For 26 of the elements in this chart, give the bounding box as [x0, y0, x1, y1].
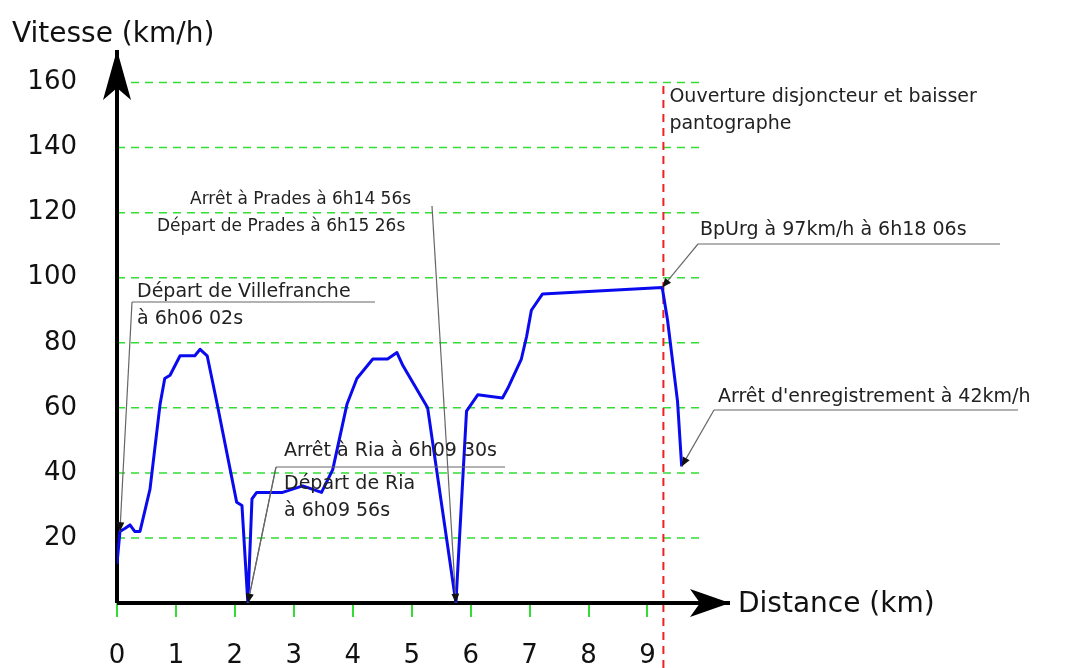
y-tick-label: 160 — [27, 65, 77, 96]
annotation: Arrêt d'enregistrement à 42km/h — [718, 384, 1031, 406]
annotation: Arrêt à Prades à 6h14 56s — [190, 188, 412, 208]
annotation: Départ de Villefranche à 6h06 02s — [137, 279, 351, 328]
y-tick-label: 100 — [27, 260, 77, 291]
x-tick-label: 3 — [285, 638, 303, 668]
x-tick-label: 2 — [226, 638, 244, 668]
annotation: BpUrg à 97km/h à 6h18 06s — [700, 217, 967, 239]
x-tick-label: 5 — [403, 638, 420, 668]
y-tick-label: 60 — [43, 390, 77, 421]
y-axis-title: Vitesse (km/h) — [12, 16, 215, 49]
x-tick-label: 1 — [167, 638, 185, 668]
annotation: Départ de Prades à 6h15 26s — [157, 215, 406, 235]
y-tick-label: 140 — [27, 130, 77, 161]
y-tick-label: 80 — [43, 325, 77, 356]
x-tick-label: 0 — [108, 638, 126, 668]
y-tick-label: 120 — [27, 195, 77, 226]
x-tick-label: 8 — [580, 638, 597, 668]
x-tick-label: 9 — [639, 638, 656, 668]
ref-line-label: Ouverture disjoncteur et baisser pantographe — [669, 84, 978, 133]
x-tick-label: 7 — [521, 638, 538, 668]
x-axis-title: Distance (km) — [738, 586, 935, 620]
x-tick-label: 4 — [344, 638, 362, 668]
y-tick-label: 20 — [43, 520, 77, 551]
x-tick-label: 6 — [462, 638, 479, 668]
y-tick-label: 40 — [43, 455, 77, 486]
